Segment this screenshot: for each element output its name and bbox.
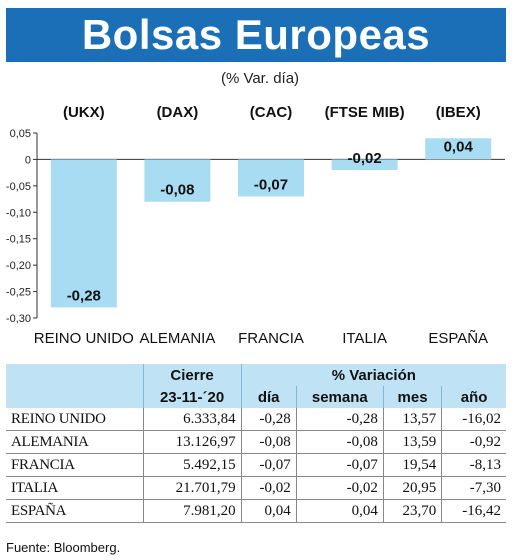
header-variacion: % Variación [240, 364, 506, 386]
row-ano: -8,13 [441, 453, 506, 477]
value-label: 0,04 [444, 138, 474, 155]
index-label: (IBEX) [436, 104, 481, 121]
row-ano: -7,30 [441, 476, 506, 500]
row-semana: -0,02 [295, 476, 384, 500]
row-name: FRANCIA [6, 453, 144, 477]
category-label: ESPAÑA [428, 330, 488, 347]
row-cierre: 21.701,79 [142, 476, 242, 500]
table-row: FRANCIA 5.492,15 -0,07 -0,07 19,54 -8,13 [6, 453, 506, 477]
row-semana: -0,08 [295, 430, 384, 454]
y-tick-label: 0,05 [10, 128, 31, 140]
row-dia: -0,28 [240, 408, 297, 431]
row-name: REINO UNIDO [6, 408, 144, 431]
index-label: (DAX) [157, 104, 199, 121]
source-note: Fuente: Bloomberg. [6, 540, 121, 555]
title-banner: Bolsas Europeas [6, 8, 506, 62]
row-mes: 13,59 [382, 430, 442, 454]
bar-chart: 0,05 0 -0,05 -0,10 -0,15 -0,20 -0,25 -0,30 (UKX)… [6, 104, 505, 347]
chart-subtitle: (% Var. día) [220, 70, 300, 87]
row-name: ALEMANIA [6, 430, 144, 454]
index-label: (CAC) [250, 104, 293, 121]
row-ano: -16,42 [441, 499, 506, 523]
table-row: REINO UNIDO 6.333,84 -0,28 -0,28 13,57 -… [6, 408, 506, 431]
y-tick-label: -0,30 [6, 313, 31, 325]
bar [50, 159, 117, 308]
bar [238, 159, 304, 197]
row-ano: -16,02 [441, 408, 506, 431]
header-dia: día [240, 386, 297, 408]
bar [331, 159, 398, 170]
table-row: ITALIA 21.701,79 -0,02 -0,02 20,95 -7,30 [6, 476, 506, 500]
bar [425, 138, 492, 160]
value-label: -0,28 [67, 287, 101, 304]
table-row: ALEMANIA 13.126,97 -0,08 -0,08 13,59 -0,… [6, 430, 506, 454]
row-cierre: 6.333,84 [142, 408, 242, 431]
row-mes: 20,95 [382, 476, 442, 500]
row-mes: 19,54 [382, 453, 442, 477]
row-dia: -0,07 [240, 453, 297, 477]
header-mes: mes [382, 386, 442, 408]
header-ano: año [441, 386, 506, 408]
row-semana: -0,28 [295, 408, 384, 431]
row-ano: -0,92 [441, 430, 506, 454]
quotes-table: Cierre % Variación 23-11-´20 día semana … [6, 364, 506, 523]
value-label: -0,07 [254, 176, 288, 193]
row-name: ESPAÑA [6, 499, 144, 523]
row-cierre: 13.126,97 [142, 430, 242, 454]
row-cierre: 7.981,20 [142, 499, 242, 523]
y-tick-label: -0,25 [6, 287, 31, 299]
table-row: ESPAÑA 7.981,20 0,04 0,04 23,70 -16,42 [6, 499, 506, 523]
header-blank-2 [6, 386, 144, 408]
row-dia: 0,04 [240, 499, 297, 523]
category-label: FRANCIA [238, 330, 304, 347]
row-mes: 23,70 [382, 499, 442, 523]
row-dia: -0,08 [240, 430, 297, 454]
row-cierre: 5.492,15 [142, 453, 242, 477]
header-blank [6, 364, 144, 386]
header-cierre: Cierre [142, 364, 242, 386]
header-date: 23-11-´20 [142, 386, 242, 408]
category-label: REINO UNIDO [34, 330, 134, 347]
category-label: ITALIA [342, 330, 387, 347]
bar [144, 159, 211, 202]
y-tick-label: 0 [25, 154, 31, 166]
bar-chart-area: 0,05 0 -0,05 -0,10 -0,15 -0,20 -0,25 -0,30 (UKX)… [0, 95, 520, 355]
value-label: -0,02 [347, 150, 381, 167]
row-dia: -0,02 [240, 476, 297, 500]
category-label: ALEMANIA [139, 330, 215, 347]
row-semana: 0,04 [295, 499, 384, 523]
row-name: ITALIA [6, 476, 144, 500]
index-label: (FTSE MIB) [325, 104, 405, 121]
header-semana: semana [295, 386, 384, 408]
y-tick-label: -0,20 [6, 260, 31, 272]
y-tick-label: -0,10 [6, 207, 31, 219]
y-tick-label: -0,15 [6, 234, 31, 246]
row-semana: -0,07 [295, 453, 384, 477]
value-label: -0,08 [160, 182, 194, 199]
row-mes: 13,57 [382, 408, 442, 431]
chart-title: Bolsas Europeas [81, 11, 431, 58]
y-tick-label: -0,05 [6, 181, 31, 193]
index-label: (UKX) [63, 104, 105, 121]
